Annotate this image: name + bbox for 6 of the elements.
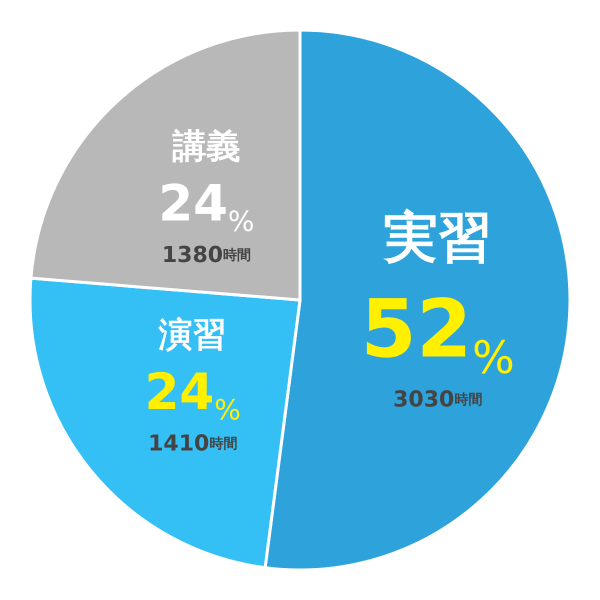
slice-label: 実習 (382, 206, 492, 270)
slice-label: 講義 (171, 126, 240, 167)
data-label: 24% 1410時間 (144, 362, 241, 456)
data-label: 52% 3030時間 (360, 282, 515, 413)
slice-label: 演習 (158, 314, 227, 355)
data-label: 24% 1380時間 (158, 174, 255, 268)
